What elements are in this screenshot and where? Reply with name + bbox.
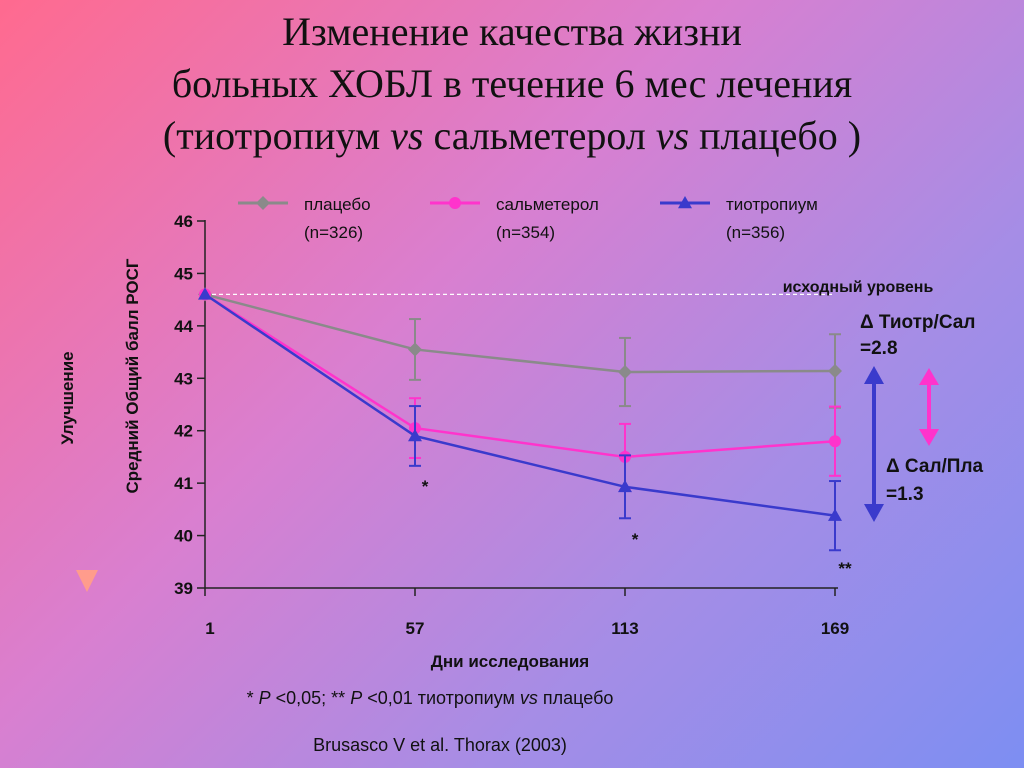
improvement-arrow <box>76 232 98 592</box>
marker-triangle <box>198 287 212 300</box>
improvement-label: Улучшение <box>58 351 77 444</box>
significance-mark: * <box>632 530 639 549</box>
x-tick-label: 1 <box>205 619 214 638</box>
delta-tio-sal-line2: =2.8 <box>860 338 898 359</box>
marker-diamond <box>828 363 842 378</box>
footnote-text-3: плацебо <box>537 688 614 708</box>
delta-tio-sal-arrow-head-down <box>864 504 884 522</box>
title-line-1: Изменение качества жизни <box>282 9 742 54</box>
x-ticks: 1 57 113 169 <box>204 588 849 638</box>
footnote-text-1: <0,05; ** <box>270 688 351 708</box>
marker-triangle <box>618 479 632 493</box>
x-axis-title: Дни исследования <box>431 652 589 671</box>
marker-circle <box>449 197 461 209</box>
series-placebo <box>198 287 842 409</box>
significance-layer: **** <box>422 477 852 578</box>
x-tick-label: 57 <box>406 619 425 638</box>
delta-sal-pla-arrow-head-up <box>919 368 939 385</box>
y-tick-label: 43 <box>174 369 193 388</box>
y-tick-label: 42 <box>174 422 193 441</box>
y-tick-label: 45 <box>174 264 193 283</box>
legend: плацебо (n=326) сальметерол (n=354) тиотропи… <box>238 195 818 242</box>
y-tick-label: 46 <box>174 212 193 231</box>
slide-title: Изменение качества жизни больных ХОБЛ в … <box>0 6 1024 162</box>
footnote-vs: vs <box>519 688 538 708</box>
marker-diamond <box>408 342 422 357</box>
y-tick-label: 41 <box>174 474 193 493</box>
series-line <box>204 293 836 459</box>
delta-arrows <box>864 366 939 522</box>
marker-circle <box>829 435 841 448</box>
series-tiotropium <box>198 287 842 552</box>
legend-item-salmeterol: сальметерол (n=354) <box>430 195 599 242</box>
legend-n-label: (n=354) <box>496 223 555 242</box>
y-ticks: 39 40 41 42 43 44 45 46 <box>174 212 205 598</box>
delta-sal-pla-line2: =1.3 <box>886 484 924 505</box>
footnote-p1: P <box>258 688 271 708</box>
marker-triangle <box>828 508 842 521</box>
title-vs-1: vs <box>390 113 424 158</box>
series-line <box>204 293 836 374</box>
series-line <box>204 293 836 517</box>
delta-sal-pla-arrow-head-down <box>919 429 939 446</box>
citation: Brusasco V et al. Thorax (2003) <box>313 735 567 755</box>
y-tick-label: 44 <box>174 317 193 336</box>
footnote: * P <0,05; ** P <0,01 тиотропиум vs плац… <box>0 688 860 709</box>
delta-tio-sal-arrow-head-up <box>864 366 884 384</box>
x-tick-label: 113 <box>611 619 638 638</box>
legend-item-tiotropium: тиотропиум (n=356) <box>660 195 818 242</box>
legend-label: сальметерол <box>496 195 599 214</box>
footnote-text-2: <0,01 тиотропиум <box>362 688 520 708</box>
title-line-3-part-a: (тиотропиум <box>162 113 391 158</box>
x-tick-label: 169 <box>821 619 849 638</box>
legend-n-label: (n=326) <box>304 223 363 242</box>
legend-label: плацебо <box>304 195 371 214</box>
y-tick-label: 39 <box>174 579 193 598</box>
marker-diamond <box>618 364 632 379</box>
baseline-label: исходный уровень <box>783 279 934 296</box>
series-layer <box>198 287 842 552</box>
footnote-star: * <box>246 688 259 708</box>
title-vs-2: vs <box>655 113 690 158</box>
y-axis-title: Средний Общий балл РОСГ <box>123 258 142 493</box>
significance-mark: ** <box>838 559 852 578</box>
marker-triangle <box>678 196 692 209</box>
significance-mark: * <box>422 477 429 496</box>
y-tick-label: 40 <box>174 527 193 546</box>
title-line-3-part-c: плацебо ) <box>689 113 862 158</box>
legend-label: тиотропиум <box>726 195 818 214</box>
marker-triangle <box>408 428 422 442</box>
delta-tio-sal-line1: Δ Тиотр/Сал <box>860 312 975 333</box>
title-line-2: больных ХОБЛ в течение 6 мес лечения <box>171 61 853 106</box>
legend-n-label: (n=356) <box>726 223 785 242</box>
footnote-p2: P <box>350 688 363 708</box>
marker-diamond <box>256 196 270 210</box>
delta-sal-pla-line1: Δ Сал/Пла <box>886 456 984 477</box>
legend-item-placebo: плацебо (n=326) <box>238 195 371 242</box>
title-line-3-part-b: сальметерол <box>423 113 656 158</box>
title-line-3: (тиотропиум vs сальметерол vs плацебо ) <box>0 110 1024 162</box>
